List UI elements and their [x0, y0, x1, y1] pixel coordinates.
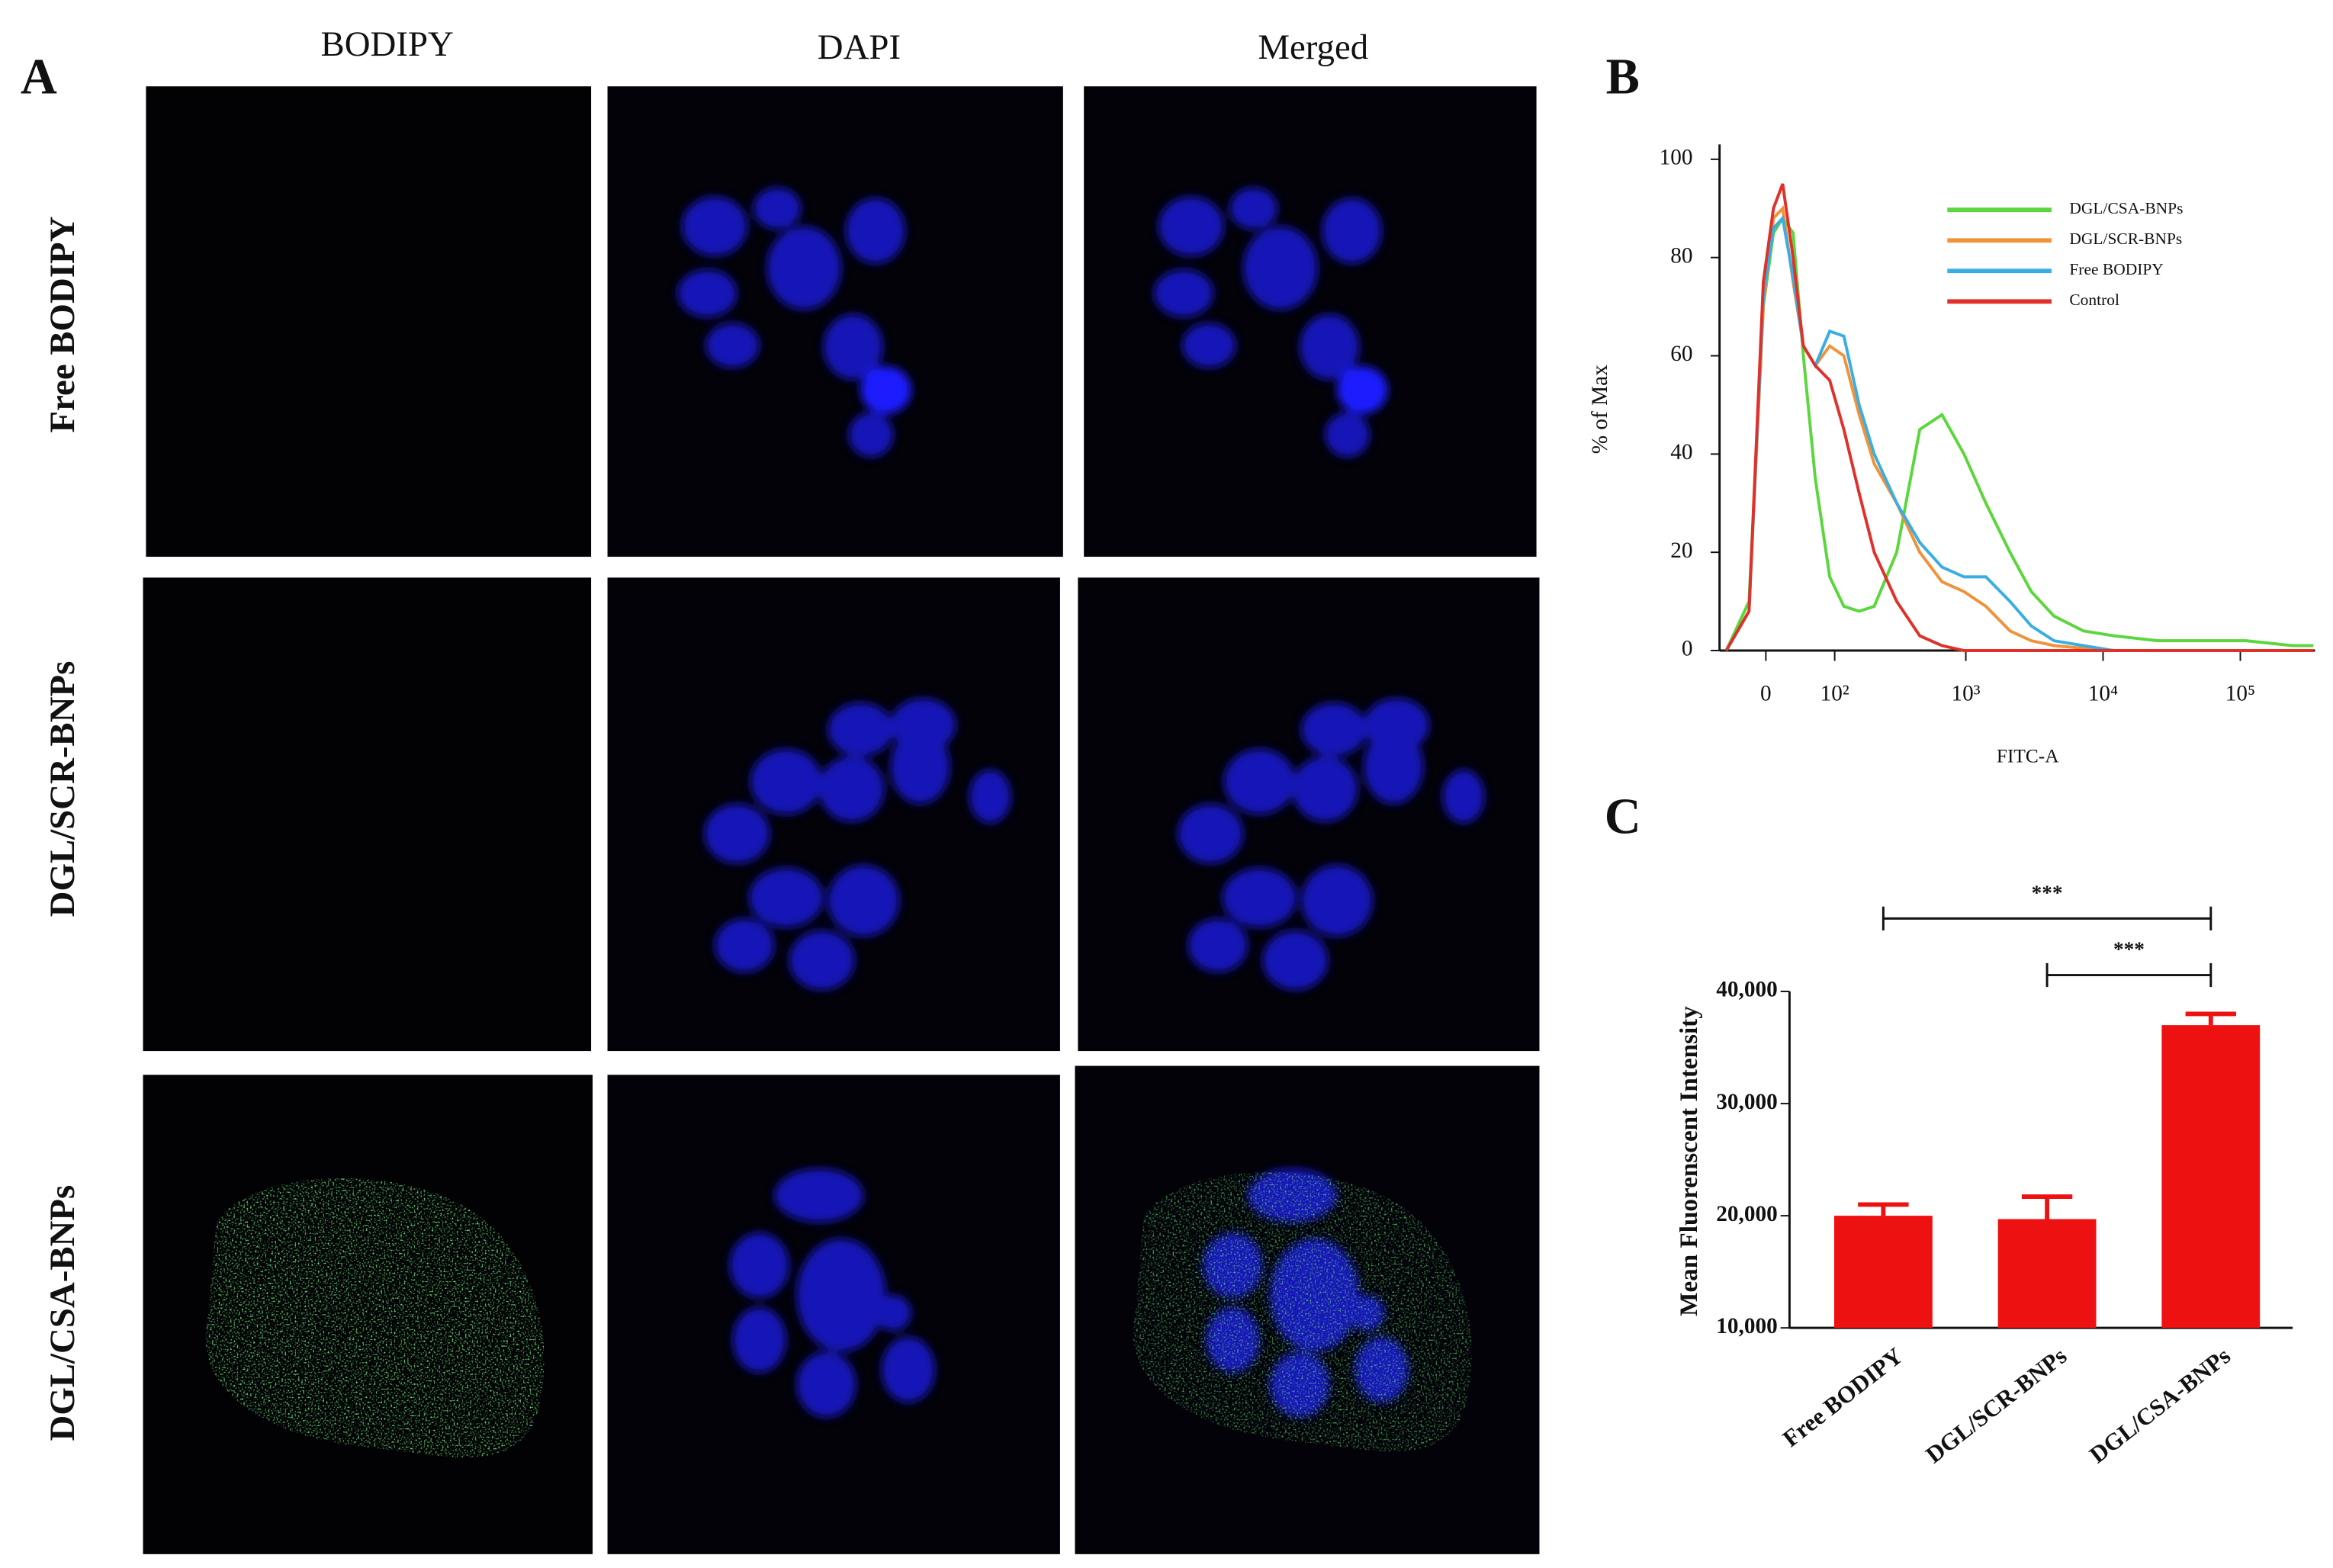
legend-label: DGL/SCR-BNPs [2069, 230, 2182, 248]
y-tick-label: 30,000 [1716, 1090, 1777, 1114]
green-speckle [1133, 1171, 1472, 1452]
histogram-line [1724, 183, 2314, 652]
bar [2161, 1025, 2261, 1329]
green-speckle [205, 1178, 545, 1457]
y-tick-label: 0 [1682, 637, 1693, 661]
x-tick-label: 10² [1820, 681, 1849, 705]
y-tick-label: 20,000 [1716, 1202, 1777, 1226]
x-tick-label: Free BODIPY [1778, 1342, 1908, 1452]
x-axis-title: FITC-A [1997, 745, 2059, 766]
x-tick-label: 10³ [1952, 681, 1981, 705]
legend-label: DGL/CSA-BNPs [2069, 199, 2183, 217]
legend-label: Free BODIPY [2069, 260, 2163, 278]
bar [1997, 1219, 2097, 1329]
y-tick-label: 10,000 [1716, 1314, 1777, 1338]
column-header: Merged [1258, 27, 1368, 67]
y-tick-label: 20 [1670, 538, 1692, 563]
histogram-line [1724, 214, 2314, 652]
significance-bracket [1882, 906, 2212, 930]
y-tick-label: 40 [1670, 440, 1692, 464]
bodipy-stain [1133, 1171, 1472, 1452]
y-axis-title: % of Max [1588, 365, 1612, 454]
y-tick-label: 40,000 [1716, 978, 1777, 1002]
significance-label: *** [2113, 938, 2145, 961]
panel-label: B [1606, 50, 1640, 105]
x-tick-label: 0 [1760, 681, 1772, 705]
row-label: DGL/CSA-BNPs [43, 1185, 82, 1441]
bar [1833, 1216, 1933, 1329]
histogram-line [1724, 215, 2314, 651]
error-bar [2021, 1194, 2073, 1219]
x-tick-label: DGL/CSA-BNPs [2084, 1342, 2235, 1468]
x-tick-label: 10⁴ [2088, 681, 2118, 705]
panel-label: C [1605, 789, 1641, 845]
x-tick-label: DGL/SCR-BNPs [1920, 1342, 2071, 1468]
error-bar [1858, 1202, 1909, 1216]
histogram-line [1724, 204, 2314, 652]
significance-label: *** [2032, 881, 2063, 904]
micrograph [146, 86, 592, 557]
y-tick-label: 60 [1670, 342, 1692, 366]
micrograph-grid [143, 86, 1540, 1554]
micrograph [143, 577, 592, 1052]
significance-bracket [2045, 962, 2212, 988]
y-tick-label: 80 [1670, 243, 1692, 268]
x-tick-label: 10⁵ [2225, 681, 2255, 705]
column-header: DAPI [818, 27, 901, 67]
y-axis-title: Mean Fluorenscent Intensity [1675, 1006, 1703, 1316]
column-header: BODIPY [320, 24, 453, 64]
bodipy-stain [205, 1178, 545, 1457]
legend-label: Control [2069, 291, 2119, 309]
row-label: Free BODIPY [43, 217, 82, 433]
y-tick-label: 100 [1660, 146, 1693, 170]
row-label: DGL/SCR-BNPs [43, 661, 82, 917]
error-bar [2185, 1011, 2236, 1026]
panel-label: A [21, 50, 57, 105]
micrograph [1084, 86, 1537, 557]
